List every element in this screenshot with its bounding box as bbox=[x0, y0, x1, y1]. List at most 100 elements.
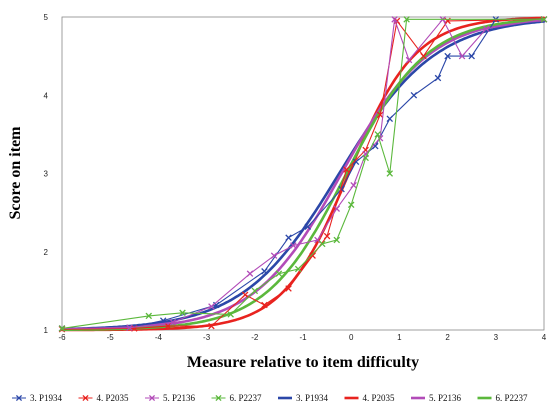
point-marker-stroke bbox=[285, 285, 292, 292]
x-axis-title: Measure relative to item difficulty bbox=[187, 354, 419, 371]
point-marker-stroke bbox=[145, 312, 153, 320]
point-marker-stroke bbox=[343, 166, 350, 173]
data-point bbox=[458, 52, 466, 60]
data-point bbox=[246, 270, 254, 277]
legend-item: 4. P2035 bbox=[344, 393, 395, 403]
data-point bbox=[285, 285, 292, 292]
y-tick-label: 5 bbox=[44, 13, 49, 22]
point-marker-stroke bbox=[386, 170, 394, 177]
y-tick-label: 1 bbox=[44, 326, 49, 335]
data-point bbox=[285, 234, 292, 241]
point-marker-stroke bbox=[350, 181, 357, 189]
point-marker-stroke bbox=[270, 252, 278, 259]
data-point bbox=[145, 312, 153, 320]
point-marker-stroke bbox=[212, 301, 220, 309]
legend-marker bbox=[82, 394, 89, 402]
point-marker-stroke bbox=[314, 236, 321, 244]
x-tick-label: 4 bbox=[542, 333, 547, 342]
data-point bbox=[275, 270, 283, 277]
legend-item: 5. P2136 bbox=[145, 393, 196, 403]
data-point bbox=[169, 318, 177, 326]
point-marker-stroke bbox=[420, 52, 427, 60]
axis-ticks: -6 -5 -4 -3 -2 -1 0 1 2 3 4 1 2 3 4 5 bbox=[44, 13, 547, 342]
point-marker-stroke bbox=[352, 158, 360, 166]
data-point bbox=[333, 205, 340, 212]
legend-label: 6. P2237 bbox=[230, 393, 263, 403]
point-marker-stroke bbox=[275, 270, 283, 277]
legend-label: 3. P1934 bbox=[296, 393, 329, 403]
x-tick-label: 2 bbox=[445, 333, 450, 342]
data-point bbox=[444, 52, 451, 60]
point-marker-stroke bbox=[126, 324, 133, 331]
point-marker-stroke bbox=[319, 240, 326, 248]
point-marker-stroke bbox=[376, 135, 384, 142]
data-point bbox=[251, 287, 259, 295]
data-point bbox=[309, 252, 316, 259]
point-marker-stroke bbox=[444, 52, 451, 60]
data-point bbox=[126, 324, 133, 331]
point-marker-stroke bbox=[347, 201, 355, 209]
point-marker-stroke bbox=[434, 74, 442, 82]
point-marker-stroke bbox=[376, 111, 384, 119]
x-tick-label: -6 bbox=[58, 333, 66, 342]
point-marker-stroke bbox=[241, 291, 249, 299]
point-marker-stroke bbox=[482, 25, 490, 32]
point-marker-stroke bbox=[386, 115, 394, 122]
point-marker-stroke bbox=[372, 142, 379, 150]
point-marker-stroke bbox=[251, 287, 259, 295]
data-point bbox=[352, 158, 360, 166]
x-tick-label: -4 bbox=[155, 333, 163, 342]
point-marker-stroke bbox=[468, 52, 475, 60]
legend-item: 3. P1934 bbox=[12, 393, 63, 403]
point-marker-stroke bbox=[290, 242, 297, 249]
data-point bbox=[343, 166, 350, 173]
point-marker-stroke bbox=[261, 268, 268, 275]
observed-line bbox=[61, 18, 545, 329]
point-marker-stroke bbox=[58, 325, 66, 332]
plot-area bbox=[61, 16, 545, 331]
data-point bbox=[270, 252, 278, 259]
data-point bbox=[372, 142, 379, 150]
point-marker-stroke bbox=[169, 318, 177, 326]
data-point bbox=[350, 181, 357, 189]
data-point bbox=[540, 16, 548, 23]
point-marker-stroke bbox=[304, 223, 312, 230]
legend-item: 6. P2237 bbox=[211, 393, 263, 403]
data-point bbox=[434, 74, 442, 82]
data-point bbox=[347, 201, 355, 209]
point-marker-stroke bbox=[285, 234, 292, 241]
data-point bbox=[261, 301, 268, 309]
observed-series bbox=[58, 16, 548, 333]
point-marker-stroke bbox=[540, 16, 548, 23]
data-point bbox=[179, 309, 186, 317]
point-marker-stroke bbox=[403, 16, 410, 23]
data-point bbox=[391, 16, 398, 23]
data-point bbox=[386, 170, 394, 177]
x-tick-label: -1 bbox=[299, 333, 307, 342]
legend-marker bbox=[15, 394, 23, 402]
legend-item: 5. P2136 bbox=[411, 393, 462, 403]
legend-label: 3. P1934 bbox=[30, 393, 63, 403]
data-point bbox=[374, 131, 381, 138]
data-point bbox=[304, 223, 312, 230]
point-marker-stroke bbox=[405, 56, 413, 64]
point-marker-stroke bbox=[362, 154, 369, 162]
x-tick-label: -2 bbox=[251, 333, 259, 342]
x-tick-label: -3 bbox=[203, 333, 211, 342]
data-point bbox=[376, 111, 384, 119]
legend-label: 5. P2136 bbox=[429, 393, 462, 403]
data-point bbox=[333, 236, 340, 244]
point-marker-stroke bbox=[333, 205, 340, 212]
legend-marker bbox=[148, 394, 156, 402]
data-point bbox=[386, 115, 394, 122]
data-point bbox=[403, 16, 410, 23]
data-point bbox=[58, 325, 66, 332]
data-point bbox=[319, 240, 326, 248]
point-marker-stroke bbox=[294, 265, 302, 273]
legend-item: 4. P2035 bbox=[78, 393, 129, 403]
data-point bbox=[261, 268, 268, 275]
point-marker-stroke bbox=[391, 16, 398, 23]
point-marker-stroke bbox=[246, 270, 254, 277]
legend-label: 6. P2237 bbox=[496, 393, 529, 403]
